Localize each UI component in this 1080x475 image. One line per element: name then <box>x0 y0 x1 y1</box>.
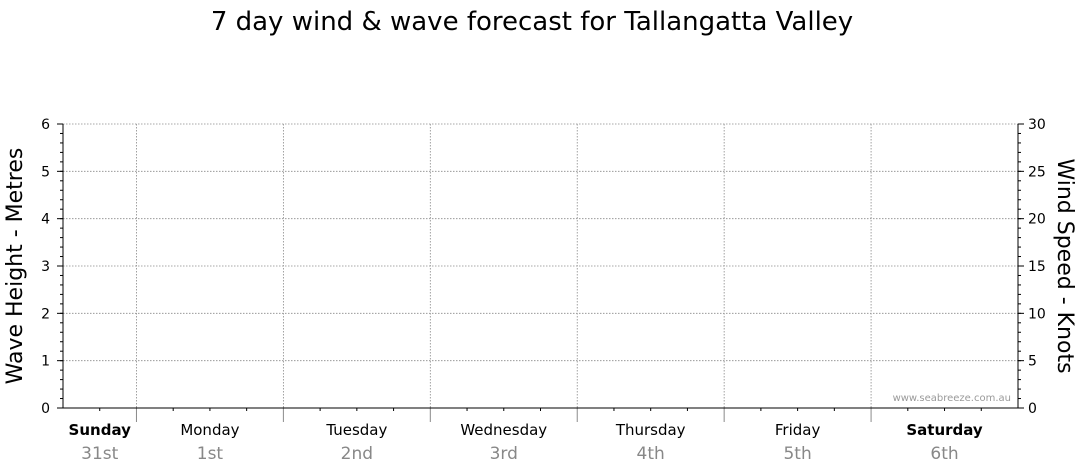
right-tick-label: 5 <box>1028 354 1037 370</box>
right-tick-label: 30 <box>1028 117 1046 133</box>
left-tick-label: 5 <box>41 164 50 180</box>
day-name-label: Tuesday <box>325 421 387 439</box>
right-axis-ticks: 0 5 10 15 20 25 30 <box>1018 117 1046 417</box>
left-tick-label: 2 <box>41 306 50 322</box>
day-name-label: Thursday <box>615 421 686 439</box>
day-name-label: Monday <box>180 421 239 439</box>
day-name-label: Friday <box>775 421 821 439</box>
left-axis-title: Wave Height - Metres <box>3 148 28 385</box>
left-tick-label: 3 <box>41 259 50 275</box>
day-name-label: Saturday <box>906 421 983 439</box>
day-date-label: 1st <box>197 444 224 464</box>
left-tick-label: 0 <box>41 401 50 417</box>
day-date-label: 3rd <box>490 444 518 464</box>
left-axis-ticks: 0 1 2 3 4 5 6 <box>41 117 63 417</box>
day-date-label: 6th <box>930 444 958 464</box>
day-name-label: Wednesday <box>460 421 547 439</box>
chart-title: 7 day wind & wave forecast for Tallangat… <box>211 7 853 37</box>
day-labels: Sunday 31st Monday 1st Tuesday 2nd Wednesday 3r… <box>69 421 983 464</box>
day-date-label: 4th <box>637 444 665 464</box>
right-tick-label: 25 <box>1028 164 1046 180</box>
right-tick-label: 20 <box>1028 212 1046 228</box>
axes <box>62 124 1019 422</box>
watermark: www.seabreeze.com.au <box>893 393 1011 404</box>
left-tick-label: 1 <box>41 354 50 370</box>
day-date-label: 2nd <box>341 444 373 464</box>
right-axis-title: Wind Speed - Knots <box>1052 158 1077 373</box>
left-tick-label: 4 <box>41 212 50 228</box>
right-tick-label: 10 <box>1028 306 1046 322</box>
left-tick-label: 6 <box>41 117 50 133</box>
day-date-label: 31st <box>81 444 118 464</box>
day-name-label: Sunday <box>69 421 132 439</box>
day-date-label: 5th <box>783 444 811 464</box>
right-tick-label: 0 <box>1028 401 1037 417</box>
right-tick-label: 15 <box>1028 259 1046 275</box>
grid-lines <box>63 123 1018 408</box>
